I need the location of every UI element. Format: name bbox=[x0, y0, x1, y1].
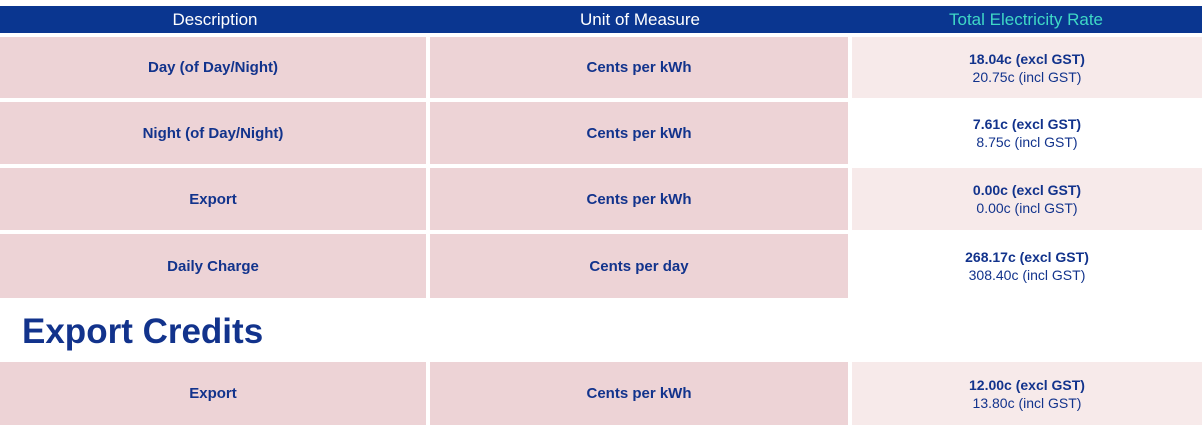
rate-excl-gst: 268.17c (excl GST) bbox=[965, 249, 1089, 265]
row-unit: Cents per kWh bbox=[430, 37, 848, 98]
row-rate: 18.04c (excl GST) 20.75c (incl GST) bbox=[852, 37, 1202, 98]
header-total-electricity-rate: Total Electricity Rate bbox=[949, 10, 1103, 29]
header-unit-of-measure: Unit of Measure bbox=[580, 10, 700, 29]
rate-excl-gst: 0.00c (excl GST) bbox=[972, 182, 1082, 198]
rate-incl-gst: 8.75c (incl GST) bbox=[976, 134, 1078, 150]
row-description: Daily Charge bbox=[0, 234, 426, 298]
rate-excl-gst: 18.04c (excl GST) bbox=[969, 50, 1085, 67]
row-unit: Cents per kWh bbox=[430, 362, 848, 425]
row-description: Day (of Day/Night) bbox=[0, 37, 426, 98]
header-description: Description bbox=[172, 10, 258, 29]
row-rate: 7.61c (excl GST) 8.75c (incl GST) bbox=[852, 102, 1202, 164]
row-description: Night (of Day/Night) bbox=[0, 102, 426, 164]
row-unit: Cents per kWh bbox=[430, 102, 848, 164]
row-rate: 12.00c (excl GST) 13.80c (incl GST) bbox=[852, 362, 1202, 425]
export-credits-title: Export Credits bbox=[22, 312, 264, 351]
row-description: Export bbox=[0, 168, 426, 230]
row-unit: Cents per kWh bbox=[430, 168, 848, 230]
rate-excl-gst: 12.00c (excl GST) bbox=[969, 376, 1085, 393]
table-row: Day (of Day/Night) Cents per kWh 18.04c … bbox=[0, 37, 1202, 98]
rate-incl-gst: 20.75c (incl GST) bbox=[972, 68, 1082, 85]
table-row: Daily Charge Cents per day 268.17c (excl… bbox=[0, 234, 1202, 298]
table-row: Night (of Day/Night) Cents per kWh 7.61c… bbox=[0, 102, 1202, 164]
row-rate: 268.17c (excl GST) 308.40c (incl GST) bbox=[852, 234, 1202, 298]
table-row: Export Cents per kWh 0.00c (excl GST) 0.… bbox=[0, 168, 1202, 230]
rate-incl-gst: 0.00c (incl GST) bbox=[976, 200, 1078, 216]
row-rate: 0.00c (excl GST) 0.00c (incl GST) bbox=[852, 168, 1202, 230]
row-unit: Cents per day bbox=[430, 234, 848, 298]
table-row: Export Cents per kWh 12.00c (excl GST) 1… bbox=[0, 362, 1202, 425]
rate-incl-gst: 13.80c (incl GST) bbox=[972, 394, 1082, 411]
table-header: Description Unit of Measure Total Electr… bbox=[0, 6, 1202, 33]
row-description: Export bbox=[0, 362, 426, 425]
rate-incl-gst: 308.40c (incl GST) bbox=[968, 267, 1086, 283]
rate-excl-gst: 7.61c (excl GST) bbox=[972, 116, 1082, 132]
